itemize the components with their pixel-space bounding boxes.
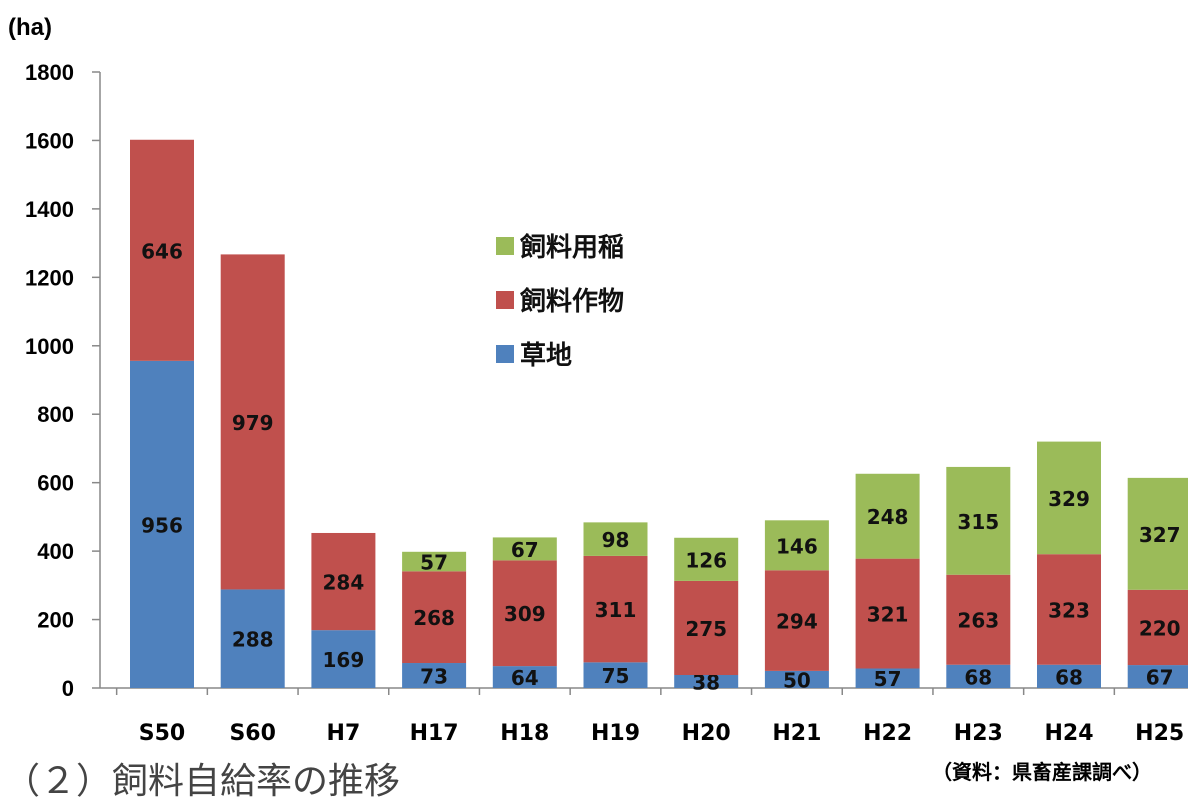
bar-data-label: 268	[413, 606, 455, 630]
bar-segment	[1037, 664, 1101, 688]
y-tick-label: 1000	[25, 334, 74, 359]
legend-label: 飼料用稲	[520, 232, 624, 263]
x-tick-label: H25	[1135, 721, 1184, 746]
bar-data-label: 288	[232, 628, 274, 652]
bar-segment	[764, 670, 829, 688]
bar-data-label: 67	[511, 538, 539, 562]
bar-segment	[946, 466, 1011, 575]
bar-segment	[583, 662, 648, 688]
y-tick-label: 800	[37, 402, 74, 427]
y-tick-label: 1200	[25, 265, 74, 290]
x-tick-label: H18	[500, 721, 549, 746]
bar-segment	[311, 630, 376, 688]
bar-segment	[1127, 477, 1188, 590]
x-tick-label: H24	[1044, 721, 1093, 746]
bar-data-label: 98	[602, 528, 630, 552]
bar-data-label: 275	[685, 617, 727, 641]
y-tick-label: 400	[37, 539, 74, 564]
x-tick-label: H22	[863, 721, 912, 746]
bar-data-label: 979	[232, 411, 274, 435]
bar-data-label: 68	[1055, 665, 1083, 689]
bar-data-label: 329	[1048, 487, 1090, 511]
bar-data-label: 956	[141, 513, 183, 537]
bar-data-label: 284	[323, 571, 365, 595]
source-note: （資料：県畜産課調べ）	[932, 760, 1152, 784]
bar-data-label: 57	[874, 667, 902, 691]
bar-segment	[1037, 441, 1101, 555]
y-tick-label: 1400	[25, 197, 74, 222]
bar-segment	[402, 663, 467, 688]
x-tick-label: H19	[591, 721, 640, 746]
bar-data-label: 68	[964, 665, 992, 689]
figure-caption-partial: （２）飼料自給率の推移	[4, 761, 401, 802]
x-tick-label: H7	[327, 721, 361, 746]
bar-data-label: 321	[867, 603, 909, 627]
bar-segment	[220, 589, 285, 688]
y-tick-label: 600	[37, 471, 74, 496]
bar-segment	[764, 570, 829, 671]
bar-data-label: 57	[420, 551, 448, 575]
bar-data-label: 126	[685, 548, 727, 572]
legend-swatch	[496, 345, 514, 363]
legend-swatch	[496, 291, 514, 309]
stacked-bar-chart: 0 200 400 600 800 1000 1200 1400 1600 1800 956 646 S…	[25, 60, 1188, 746]
bar-segment	[402, 571, 467, 664]
bar-segment	[674, 580, 739, 675]
legend-swatch	[496, 237, 514, 255]
x-tick-label: H21	[772, 721, 821, 746]
bar-segment	[855, 668, 920, 688]
bar-data-label: 323	[1048, 598, 1090, 622]
bar-data-label: 327	[1139, 523, 1181, 547]
bar-segment	[946, 574, 1011, 665]
bar-data-label: 146	[776, 534, 818, 558]
bar-segment	[1037, 554, 1101, 665]
y-tick-label: 200	[37, 608, 74, 633]
bar-data-label: 309	[504, 602, 546, 626]
bar-segment	[855, 558, 920, 669]
x-tick-label: H23	[954, 721, 1003, 746]
bar-data-label: 67	[1146, 666, 1174, 690]
bar-data-label: 646	[141, 239, 183, 263]
bar-segment	[855, 473, 920, 559]
bar-data-label: 73	[420, 665, 448, 689]
bar-segment	[492, 560, 557, 667]
y-axis-unit-label: (ha)	[8, 14, 52, 41]
bar-segment	[402, 551, 467, 572]
bar-data-label: 248	[867, 505, 909, 529]
bar-data-label: 50	[783, 668, 811, 692]
bar-data-label: 311	[595, 598, 637, 622]
bar-segment	[1127, 665, 1188, 688]
y-tick-label: 1600	[25, 128, 74, 153]
x-tick-label: S50	[139, 721, 185, 746]
bar-data-label: 263	[957, 609, 999, 633]
bar-segment	[583, 555, 648, 663]
x-tick-label: S60	[229, 721, 275, 746]
bar-segment	[130, 139, 194, 361]
chart-stage: (ha) 0 200 400 600 800 1000 1200 1400 1600 1800 95…	[4, 14, 1188, 802]
bar-segment	[492, 537, 557, 561]
bar-segment	[1127, 589, 1188, 666]
x-tick-label: H20	[682, 721, 731, 746]
bar-segment	[674, 674, 739, 688]
bar-segment	[130, 360, 194, 688]
legend-label: 飼料作物	[520, 286, 624, 317]
bar-segment	[764, 520, 829, 571]
x-tick-label: H17	[410, 721, 459, 746]
bar-segment	[311, 532, 376, 631]
bar-data-label: 315	[957, 510, 999, 534]
bar-data-label: 64	[511, 666, 539, 690]
y-tick-label: 1800	[25, 60, 74, 85]
bar-data-label: 220	[1139, 616, 1181, 640]
bar-segment	[583, 522, 648, 556]
bar-segment	[946, 664, 1011, 688]
bar-segment	[674, 537, 739, 581]
bar-data-label: 294	[776, 610, 818, 634]
bar-segment	[492, 666, 557, 688]
y-tick-label: 0	[62, 676, 74, 701]
bar-data-label: 169	[323, 648, 365, 672]
legend-label: 草地	[520, 341, 572, 371]
bar-segment	[220, 254, 285, 590]
bar-data-label: 75	[602, 664, 630, 688]
